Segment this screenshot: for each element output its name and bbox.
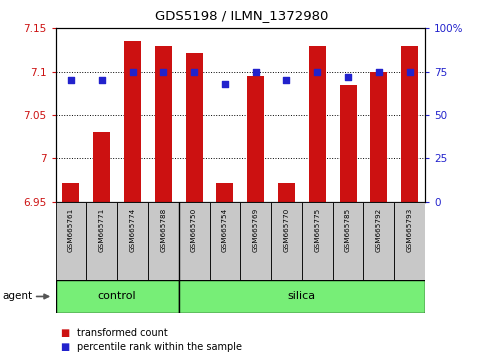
Bar (340, 85, 356, 202)
Bar (62, 183, 79, 202)
Bar (124, 41, 141, 202)
Text: GSM665754: GSM665754 (222, 208, 228, 252)
Text: percentile rank within the sample: percentile rank within the sample (77, 342, 242, 352)
Text: GSM665761: GSM665761 (68, 208, 74, 252)
Bar (394, 202, 425, 280)
Text: agent: agent (2, 291, 32, 302)
Text: GSM665770: GSM665770 (284, 208, 289, 252)
Bar (155, 46, 172, 202)
Text: GDS5198 / ILMN_1372980: GDS5198 / ILMN_1372980 (155, 9, 328, 22)
Point (313, 69, 321, 74)
Point (375, 69, 383, 74)
Point (67, 78, 75, 83)
Text: GSM665775: GSM665775 (314, 208, 320, 252)
Bar (309, 46, 326, 202)
Bar (210, 202, 240, 280)
Point (221, 81, 229, 87)
Text: GSM665750: GSM665750 (191, 208, 197, 252)
Bar (216, 183, 233, 202)
Bar (247, 76, 264, 202)
Text: ■: ■ (60, 328, 70, 338)
Text: GSM665792: GSM665792 (376, 208, 382, 252)
Bar (179, 202, 210, 280)
Point (159, 69, 167, 74)
Text: GSM665793: GSM665793 (407, 208, 412, 252)
Point (406, 69, 413, 74)
Text: GSM665785: GSM665785 (345, 208, 351, 252)
Bar (278, 183, 295, 202)
Bar (364, 202, 394, 280)
Bar (148, 202, 179, 280)
Point (190, 69, 198, 74)
Bar (56, 202, 86, 280)
Text: control: control (98, 291, 136, 302)
Bar (93, 132, 110, 202)
Text: ■: ■ (60, 342, 70, 352)
Bar (185, 53, 202, 202)
Text: GSM665769: GSM665769 (253, 208, 259, 252)
Point (283, 78, 290, 83)
Bar (179, 280, 425, 313)
Point (344, 74, 352, 80)
Bar (333, 202, 364, 280)
Text: GSM665774: GSM665774 (129, 208, 136, 252)
Text: silica: silica (288, 291, 316, 302)
Text: GSM665788: GSM665788 (160, 208, 166, 252)
Bar (302, 202, 333, 280)
Text: GSM665771: GSM665771 (99, 208, 105, 252)
Point (98, 78, 106, 83)
Text: transformed count: transformed count (77, 328, 168, 338)
Bar (56, 280, 179, 313)
Bar (86, 202, 117, 280)
Point (128, 69, 136, 74)
Bar (240, 202, 271, 280)
Bar (117, 202, 148, 280)
Point (252, 69, 259, 74)
Bar (401, 46, 418, 202)
Bar (271, 202, 302, 280)
Bar (370, 72, 387, 202)
